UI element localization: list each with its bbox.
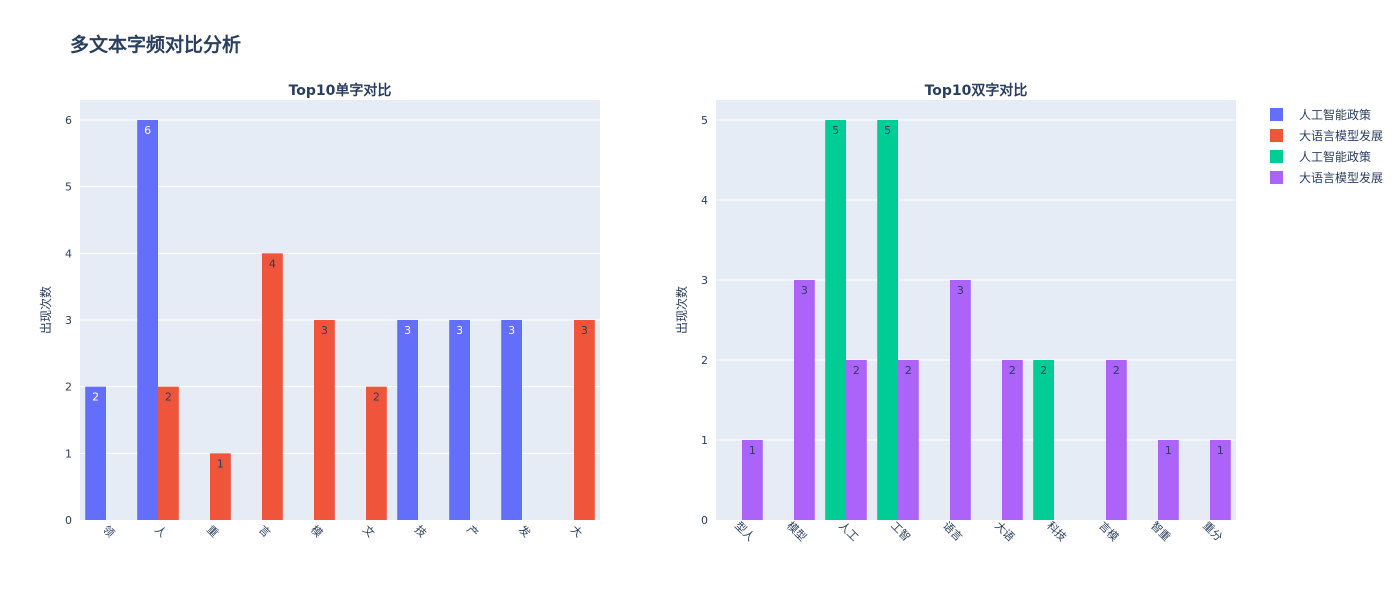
bar: [950, 280, 971, 520]
legend-label: 人工智能政策: [1299, 108, 1372, 122]
y-tick-label: 0: [65, 514, 72, 527]
x-tick-label: 文: [360, 522, 378, 540]
bar: [898, 360, 919, 520]
x-tick-label: 型人: [732, 518, 757, 543]
bar: [397, 320, 418, 520]
bar-data-label: 2: [1009, 364, 1016, 377]
bar: [1210, 440, 1231, 520]
bar-data-label: 1: [749, 444, 756, 457]
x-tick-label: 发: [516, 522, 534, 540]
bar: [1002, 360, 1023, 520]
y-tick-label: 0: [701, 514, 708, 527]
bar-data-label: 1: [1165, 444, 1172, 457]
bar: [449, 320, 470, 520]
bar-data-label: 1: [217, 457, 224, 470]
legend[interactable]: 人工智能政策 大语言模型发展 人工智能政策 大语言模型发展: [1270, 104, 1383, 188]
x-tick-label: 重分: [1200, 518, 1225, 543]
legend-label: 人工智能政策: [1299, 150, 1372, 164]
legend-item[interactable]: 大语言模型发展: [1270, 167, 1383, 188]
bar: [314, 320, 335, 520]
x-tick-label: 科技: [1044, 518, 1069, 543]
bar: [877, 120, 898, 520]
x-tick-label: 言模: [1096, 519, 1121, 544]
legend-item[interactable]: 人工智能政策: [1270, 104, 1383, 125]
bar-data-label: 3: [404, 324, 411, 337]
bar: [574, 320, 595, 520]
bar-data-label: 2: [905, 364, 912, 377]
page-title: 多文本字频对比分析: [70, 34, 242, 56]
bar: [794, 280, 815, 520]
x-tick-label: 大: [568, 522, 586, 540]
legend-label: 大语言模型发展: [1299, 129, 1384, 143]
x-tick-label: 人: [152, 523, 169, 540]
legend-swatch: [1270, 108, 1283, 121]
subplot-title: Top10单字对比: [289, 82, 392, 99]
x-tick-label: 模: [308, 523, 325, 540]
bar: [137, 120, 158, 520]
x-tick-label: 工智: [888, 518, 913, 543]
legend-item[interactable]: 大语言模型发展: [1270, 125, 1383, 146]
bar-data-label: 5: [832, 124, 839, 137]
bar: [1033, 360, 1054, 520]
x-tick-label: 重: [204, 522, 222, 540]
legend-item[interactable]: 人工智能政策: [1270, 146, 1383, 167]
x-tick-label: 产: [464, 522, 482, 540]
bar: [846, 360, 867, 520]
bar: [1158, 440, 1179, 520]
y-tick-label: 6: [65, 114, 72, 127]
x-tick-label: 语言: [940, 519, 965, 544]
bar-data-label: 3: [581, 324, 588, 337]
bar-data-label: 3: [321, 324, 328, 337]
bar: [210, 453, 231, 520]
y-tick-label: 1: [701, 434, 708, 447]
bar-data-label: 3: [456, 324, 463, 337]
bar-data-label: 2: [165, 391, 172, 404]
y-axis-label: 出现次数: [38, 286, 53, 334]
bar-data-label: 3: [801, 284, 808, 297]
bar: [366, 386, 387, 520]
x-tick-label: 技: [412, 523, 429, 540]
x-tick-label: 模型: [784, 518, 809, 543]
y-tick-label: 2: [65, 381, 72, 394]
y-tick-label: 3: [701, 274, 708, 287]
bar-data-label: 1: [1217, 444, 1224, 457]
bar: [262, 253, 283, 521]
y-tick-label: 2: [701, 354, 708, 367]
bar-data-label: 6: [144, 124, 151, 137]
y-axis-label: 出现次数: [674, 286, 689, 334]
y-tick-label: 5: [65, 181, 72, 194]
y-tick-label: 3: [65, 314, 72, 327]
bar: [501, 320, 522, 520]
bar: [158, 386, 179, 520]
bar: [85, 386, 106, 520]
subplot-title: Top10双字对比: [925, 82, 1028, 99]
y-tick-label: 5: [701, 114, 708, 127]
legend-swatch: [1270, 150, 1283, 163]
bar-data-label: 2: [1040, 364, 1047, 377]
bar-data-label: 3: [957, 284, 964, 297]
x-tick-label: 领: [100, 523, 117, 540]
y-tick-label: 4: [65, 247, 72, 260]
x-tick-label: 言: [256, 523, 273, 540]
x-tick-label: 人工: [836, 519, 861, 544]
bar-data-label: 2: [853, 364, 860, 377]
x-tick-label: 智重: [1148, 518, 1173, 543]
x-tick-label: 大语: [992, 518, 1017, 543]
legend-swatch: [1270, 171, 1283, 184]
bar-data-label: 2: [92, 391, 99, 404]
bar-data-label: 5: [884, 124, 891, 137]
y-tick-label: 1: [65, 447, 72, 460]
legend-label: 大语言模型发展: [1299, 171, 1384, 185]
legend-swatch: [1270, 129, 1283, 142]
y-tick-label: 4: [701, 194, 708, 207]
bar-data-label: 2: [373, 391, 380, 404]
bar: [742, 440, 763, 520]
bar: [825, 120, 846, 520]
bar: [1106, 360, 1127, 520]
bar-data-label: 3: [508, 324, 515, 337]
bar-data-label: 2: [1113, 364, 1120, 377]
bar-data-label: 4: [269, 257, 276, 270]
